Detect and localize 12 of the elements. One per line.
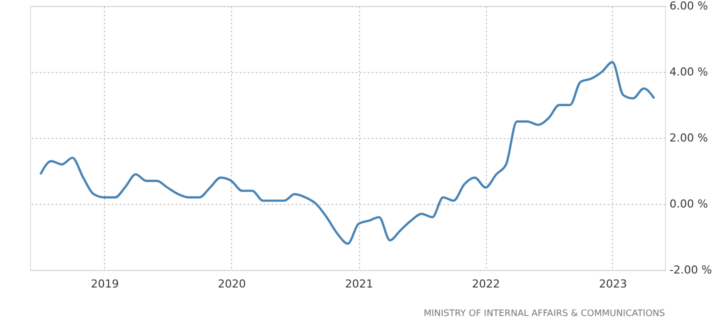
x-tick-label: 2019 [90,278,119,290]
text: MINISTRY OF INTERNAL AFFAIRS & COMMUNICATIONS [424,309,666,319]
y-tick-label: 0.00 % [670,198,708,210]
y-tick-label: -2.00 % [670,264,712,276]
y-tick-label: 6.00 % [670,0,708,12]
y-tick-label: 2.00 % [670,132,708,144]
y-tick-label: 4.00 % [670,66,708,78]
line-series [39,61,656,245]
x-tick-label: 2021 [345,278,374,290]
x-tick-label: 2022 [472,278,500,290]
x-tick-label: 2023 [598,278,627,290]
x-tick-label: 2020 [218,278,246,290]
